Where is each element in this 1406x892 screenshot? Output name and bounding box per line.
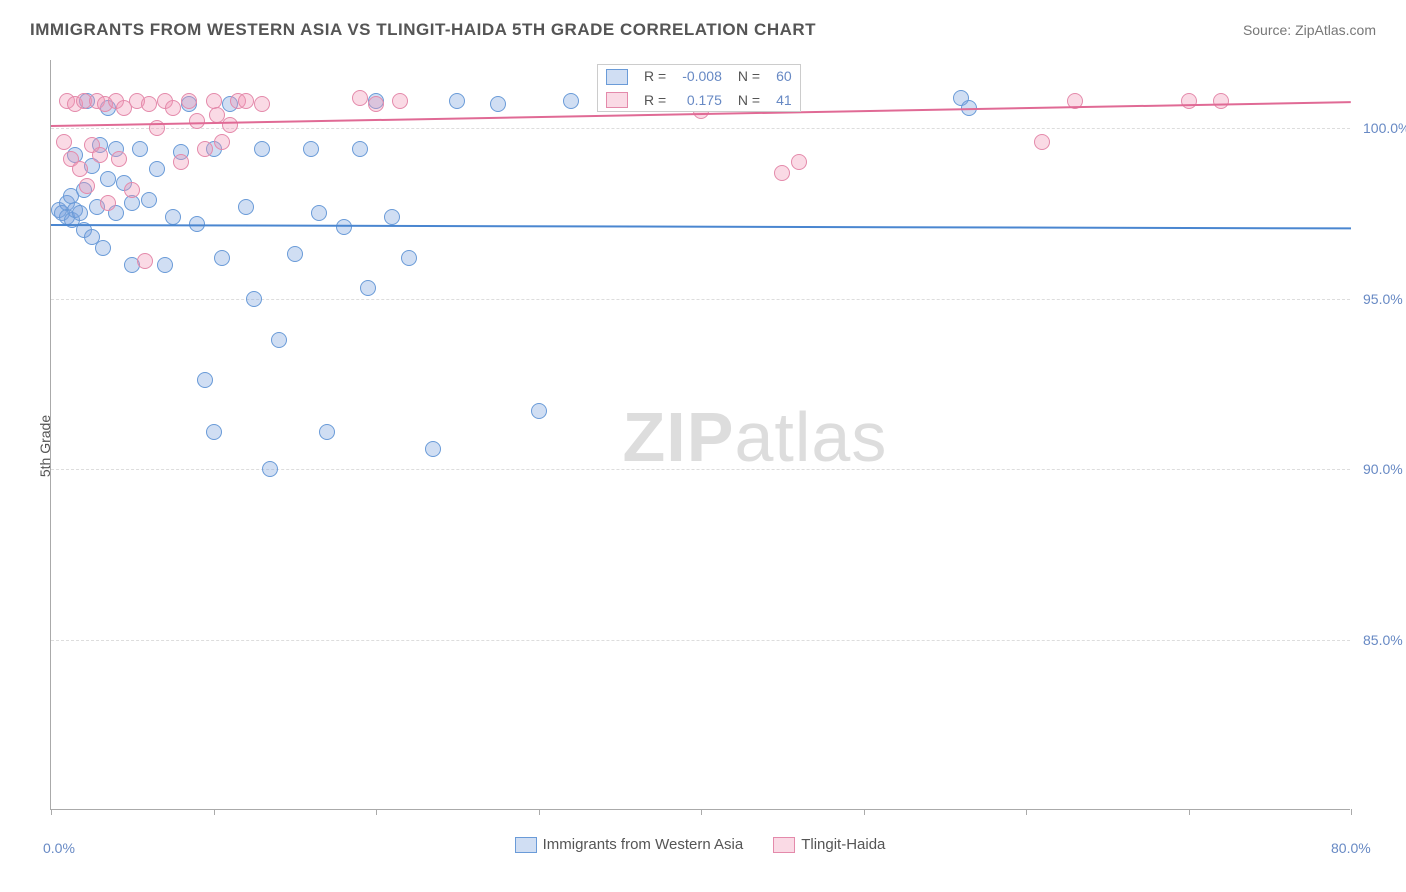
scatter-point (95, 240, 111, 256)
scatter-point (254, 141, 270, 157)
scatter-point (100, 171, 116, 187)
gridline (51, 640, 1350, 641)
scatter-point (149, 161, 165, 177)
legend-item: Immigrants from Western Asia (515, 836, 744, 853)
x-tick (701, 809, 702, 815)
scatter-point (92, 147, 108, 163)
scatter-point (303, 141, 319, 157)
scatter-point (531, 403, 547, 419)
scatter-point (197, 372, 213, 388)
x-tick (1189, 809, 1190, 815)
scatter-point (214, 134, 230, 150)
scatter-point (449, 93, 465, 109)
x-tick (1026, 809, 1027, 815)
scatter-point (1213, 93, 1229, 109)
scatter-point (124, 195, 140, 211)
x-tick (376, 809, 377, 815)
gridline (51, 469, 1350, 470)
scatter-point (254, 96, 270, 112)
scatter-point (262, 461, 278, 477)
scatter-point (165, 100, 181, 116)
scatter-point (287, 246, 303, 262)
y-tick-label: 90.0% (1363, 461, 1403, 477)
y-tick-label: 85.0% (1363, 632, 1403, 648)
scatter-point (206, 424, 222, 440)
scatter-point (360, 280, 376, 296)
gridline (51, 128, 1350, 129)
scatter-point (214, 250, 230, 266)
y-tick-label: 100.0% (1363, 120, 1406, 136)
trend-line (51, 224, 1351, 229)
watermark: ZIPatlas (623, 397, 888, 477)
scatter-point (56, 134, 72, 150)
scatter-point (137, 253, 153, 269)
scatter-point (197, 141, 213, 157)
plot-area: ZIPatlas 85.0%90.0%95.0%100.0%0.0%80.0%R… (50, 60, 1350, 810)
y-tick-label: 95.0% (1363, 291, 1403, 307)
legend-correlation: R =-0.008N =60R =0.175N =41 (597, 64, 801, 113)
x-tick (214, 809, 215, 815)
scatter-point (181, 93, 197, 109)
scatter-point (425, 441, 441, 457)
scatter-point (157, 257, 173, 273)
scatter-point (173, 154, 189, 170)
scatter-point (490, 96, 506, 112)
x-tick (51, 809, 52, 815)
legend-bottom: Immigrants from Western Asia Tlingit-Haid… (50, 836, 1350, 853)
scatter-point (1181, 93, 1197, 109)
scatter-point (1034, 134, 1050, 150)
scatter-point (368, 96, 384, 112)
scatter-point (79, 178, 95, 194)
scatter-point (352, 141, 368, 157)
scatter-point (124, 182, 140, 198)
scatter-point (774, 165, 790, 181)
x-tick (864, 809, 865, 815)
scatter-point (311, 205, 327, 221)
scatter-point (141, 192, 157, 208)
scatter-point (72, 161, 88, 177)
scatter-point (401, 250, 417, 266)
scatter-point (238, 93, 254, 109)
scatter-point (111, 151, 127, 167)
scatter-point (165, 209, 181, 225)
scatter-point (222, 117, 238, 133)
scatter-point (100, 195, 116, 211)
scatter-point (384, 209, 400, 225)
scatter-point (791, 154, 807, 170)
scatter-point (141, 96, 157, 112)
scatter-point (319, 424, 335, 440)
scatter-point (271, 332, 287, 348)
scatter-point (132, 141, 148, 157)
scatter-point (563, 93, 579, 109)
x-tick (539, 809, 540, 815)
scatter-point (246, 291, 262, 307)
scatter-point (392, 93, 408, 109)
source-label: Source: ZipAtlas.com (1243, 22, 1376, 38)
x-tick (1351, 809, 1352, 815)
scatter-point (336, 219, 352, 235)
legend-item: Tlingit-Haida (773, 836, 885, 853)
chart-title: IMMIGRANTS FROM WESTERN ASIA VS TLINGIT-… (30, 20, 816, 40)
scatter-point (72, 205, 88, 221)
scatter-point (238, 199, 254, 215)
scatter-point (352, 90, 368, 106)
